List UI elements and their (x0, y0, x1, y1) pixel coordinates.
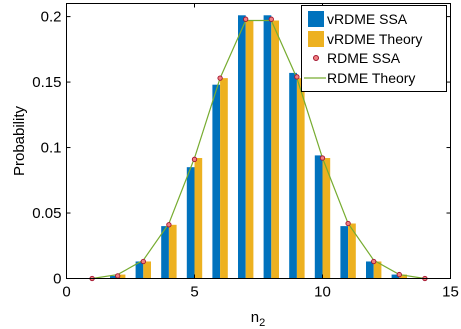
legend-swatch-vrdme-ssa (308, 11, 324, 27)
bar-vrdme-ssa-9 (289, 72, 297, 279)
legend-label-rdme-ssa: RDME SSA (327, 50, 401, 66)
x-axis-label-main: n (251, 309, 259, 326)
point-rdme-ssa-4 (166, 222, 172, 228)
x-tick-label-5: 5 (190, 284, 198, 301)
bar-vrdme-theory-10 (322, 158, 331, 279)
point-rdme-ssa-3 (140, 258, 146, 265)
y-tick-label-0: 0 (53, 271, 61, 288)
legend-swatch-vrdme-theory (308, 31, 324, 47)
bar-vrdme-theory-8 (271, 20, 279, 279)
point-rdme-ssa-5 (191, 156, 198, 162)
bar-vrdme-theory-2 (117, 274, 126, 279)
y-tick-label-0.1: 0.1 (41, 140, 62, 157)
bar-vrdme-theory-9 (296, 78, 305, 279)
y-tick-label-0.15: 0.15 (32, 74, 61, 91)
bar-vrdme-ssa-6 (212, 84, 221, 279)
x-axis-label-subscript: 2 (259, 317, 265, 329)
point-rdme-ssa-12 (371, 258, 377, 265)
bar-vrdme-ssa-12 (366, 261, 374, 279)
bar-vrdme-theory-3 (143, 261, 151, 279)
bar-vrdme-ssa-7 (238, 15, 246, 279)
bar-vrdme-ssa-11 (340, 226, 349, 279)
axes-frame (66, 3, 451, 279)
legend-label-vrdme-ssa: vRDME SSA (327, 11, 408, 27)
legend-label-rdme-theory: RDME Theory (327, 70, 415, 86)
y-axis-ticks: 0 0.05 0.1 0.15 0.2 (32, 9, 451, 288)
x-axis-ticks: 0 5 10 15 (62, 3, 459, 301)
bar-vrdme-ssa-8 (263, 15, 272, 279)
point-rdme-ssa-10 (319, 155, 326, 161)
x-tick-label-0: 0 (62, 284, 70, 301)
legend-label-vrdme-theory: vRDME Theory (327, 31, 422, 47)
point-rdme-ssa-2 (115, 273, 121, 279)
bar-vrdme-theory-4 (168, 224, 177, 279)
point-rdme-ssa-7 (243, 16, 249, 22)
y-tick-label-0.05: 0.05 (32, 205, 61, 222)
bar-vrdme-ssa-4 (161, 226, 169, 279)
bar-vrdme-ssa-3 (135, 261, 144, 279)
x-tick-label-15: 15 (442, 284, 459, 301)
bar-vrdme-ssa-2 (110, 275, 118, 279)
bars-layer (110, 15, 407, 279)
point-rdme-ssa-13 (396, 271, 402, 278)
lines-layer (92, 19, 425, 280)
bar-vrdme-theory-7 (245, 20, 254, 279)
bar-vrdme-ssa-10 (314, 155, 323, 279)
bar-vrdme-theory-12 (373, 261, 382, 279)
y-axis-label: Probability (11, 105, 28, 176)
x-tick-label-10: 10 (314, 284, 331, 301)
legend-box (301, 5, 447, 92)
legend-marker-rdme-ssa (313, 55, 319, 61)
bar-vrdme-theory-11 (348, 223, 356, 279)
point-rdme-ssa-6 (217, 75, 223, 81)
point-rdme-ssa-9 (294, 74, 300, 80)
bar-vrdme-theory-13 (399, 274, 407, 279)
point-rdme-ssa-11 (345, 220, 351, 227)
bar-vrdme-ssa-5 (186, 167, 195, 279)
x-axis-label: n2 (251, 309, 265, 329)
point-rdme-ssa-8 (268, 16, 274, 22)
y-tick-label-0.2: 0.2 (41, 9, 62, 26)
bar-vrdme-theory-5 (194, 158, 203, 279)
legend: vRDME SSA vRDME Theory RDME SSA RDME The… (301, 5, 447, 92)
bar-vrdme-ssa-13 (391, 274, 400, 279)
line-rdme-theory (92, 19, 425, 280)
bar-vrdme-theory-6 (220, 78, 228, 279)
